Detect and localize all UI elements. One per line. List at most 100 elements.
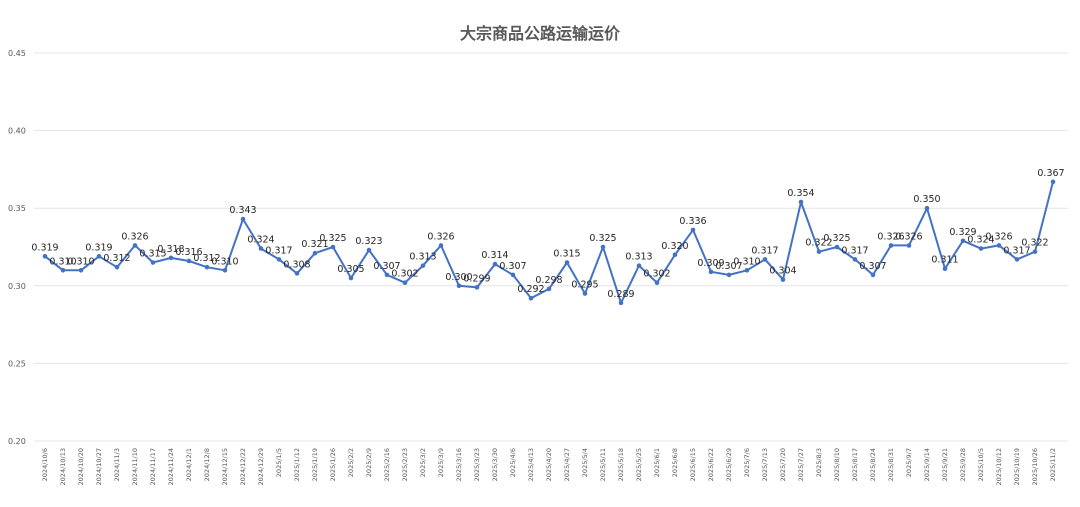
data-point — [348, 275, 354, 281]
data-point — [726, 272, 732, 278]
data-label: 0.325 — [589, 233, 616, 244]
x-tick-label: 2024/12/1 — [185, 448, 193, 481]
x-tick-label: 2025/1/5 — [275, 448, 283, 477]
data-point — [1014, 257, 1020, 262]
x-tick-label: 2025/2/9 — [365, 448, 373, 477]
x-axis-ticks: 2024/10/6 2024/10/13 2024/10/20 2024/10/27 2… — [41, 448, 1057, 485]
data-point — [600, 244, 606, 250]
data-label: 0.307 — [715, 261, 742, 272]
data-point — [582, 291, 588, 296]
chart-title: 大宗商品公路运输运价 — [459, 24, 620, 43]
data-point — [78, 267, 84, 273]
data-label: 0.304 — [769, 266, 796, 277]
data-label: 0.319 — [85, 242, 112, 253]
y-tick-label: 0.35 — [8, 204, 26, 213]
data-point — [852, 257, 858, 262]
data-label: 0.326 — [985, 231, 1012, 242]
x-tick-label: 2025/2/16 — [383, 448, 391, 481]
data-point — [366, 247, 372, 253]
data-label: 0.317 — [265, 245, 292, 256]
data-label: 0.329 — [949, 227, 976, 238]
data-label: 0.310 — [49, 256, 76, 267]
x-tick-label: 2025/10/19 — [1013, 448, 1021, 485]
data-point — [240, 216, 246, 222]
data-point — [996, 243, 1002, 248]
x-tick-label: 2025/5/25 — [635, 448, 643, 481]
data-label: 0.315 — [553, 249, 580, 260]
x-tick-label: 2025/2/2 — [347, 448, 355, 477]
x-tick-label: 2025/6/8 — [671, 448, 679, 477]
x-tick-label: 2025/3/30 — [491, 448, 499, 481]
x-tick-label: 2025/6/15 — [689, 448, 697, 481]
data-label: 0.300 — [445, 272, 472, 283]
x-tick-label: 2024/12/15 — [221, 448, 229, 485]
x-tick-label: 2025/9/14 — [923, 448, 931, 481]
data-point — [402, 280, 408, 285]
data-point — [888, 243, 894, 248]
data-point — [276, 257, 282, 262]
data-point — [384, 272, 390, 278]
y-tick-label: 0.25 — [8, 359, 26, 368]
data-point — [510, 272, 516, 278]
data-label: 0.320 — [661, 241, 688, 252]
x-tick-label: 2025/11/2 — [1049, 448, 1057, 481]
data-point — [906, 243, 912, 248]
data-point — [474, 285, 480, 290]
data-point — [942, 266, 948, 272]
data-label: 0.298 — [535, 275, 562, 286]
data-point — [42, 254, 48, 259]
data-label: 0.310 — [733, 256, 760, 267]
data-point — [708, 269, 714, 275]
data-label: 0.289 — [607, 289, 634, 300]
data-label: 0.319 — [31, 242, 58, 253]
data-label: 0.295 — [571, 280, 598, 291]
x-tick-label: 2025/7/13 — [761, 448, 769, 481]
data-point — [222, 267, 228, 273]
y-tick-label: 0.20 — [8, 437, 26, 446]
data-label: 0.325 — [823, 233, 850, 244]
x-tick-label: 2025/1/19 — [311, 448, 319, 481]
x-tick-label: 2024/11/24 — [167, 448, 175, 485]
data-point — [798, 199, 804, 205]
x-tick-label: 2025/4/13 — [527, 448, 535, 481]
y-axis-ticks: 0.20 0.25 0.30 0.35 0.40 0.45 — [8, 49, 26, 446]
x-tick-label: 2024/10/20 — [77, 448, 85, 485]
data-label: 0.317 — [1003, 245, 1030, 256]
data-label: 0.313 — [409, 252, 436, 263]
data-label: 0.325 — [319, 233, 346, 244]
data-point — [546, 286, 552, 292]
data-label: 0.324 — [967, 235, 994, 246]
x-tick-label: 2024/10/6 — [41, 448, 49, 481]
x-tick-label: 2025/8/24 — [869, 448, 877, 481]
data-point — [60, 267, 66, 273]
data-point — [258, 246, 264, 251]
x-tick-label: 2025/8/10 — [833, 448, 841, 481]
data-labels: 0.3190.3100.3100.3190.3120.3260.3150.318… — [31, 168, 1064, 300]
x-tick-label: 2024/11/10 — [131, 448, 139, 485]
data-label: 0.312 — [103, 253, 130, 264]
data-point — [312, 250, 318, 256]
x-tick-label: 2025/3/2 — [419, 448, 427, 477]
data-label: 0.308 — [283, 259, 310, 270]
data-point — [744, 267, 750, 273]
data-point — [654, 280, 660, 285]
data-label: 0.299 — [463, 273, 490, 284]
data-label: 0.310 — [211, 256, 238, 267]
data-label: 0.326 — [895, 231, 922, 242]
data-label: 0.322 — [1021, 238, 1048, 249]
y-tick-label: 0.30 — [8, 282, 26, 291]
data-label: 0.302 — [643, 269, 670, 280]
data-point — [780, 277, 786, 282]
data-label: 0.326 — [427, 231, 454, 242]
data-label: 0.317 — [751, 245, 778, 256]
data-point — [816, 249, 822, 254]
x-tick-label: 2025/6/22 — [707, 448, 715, 481]
x-tick-label: 2025/5/18 — [617, 448, 625, 481]
data-label: 0.307 — [859, 261, 886, 272]
data-point — [168, 255, 174, 261]
x-tick-label: 2025/4/6 — [509, 448, 517, 477]
data-point — [834, 244, 840, 250]
data-point — [1032, 249, 1038, 254]
data-label: 0.367 — [1037, 168, 1064, 179]
